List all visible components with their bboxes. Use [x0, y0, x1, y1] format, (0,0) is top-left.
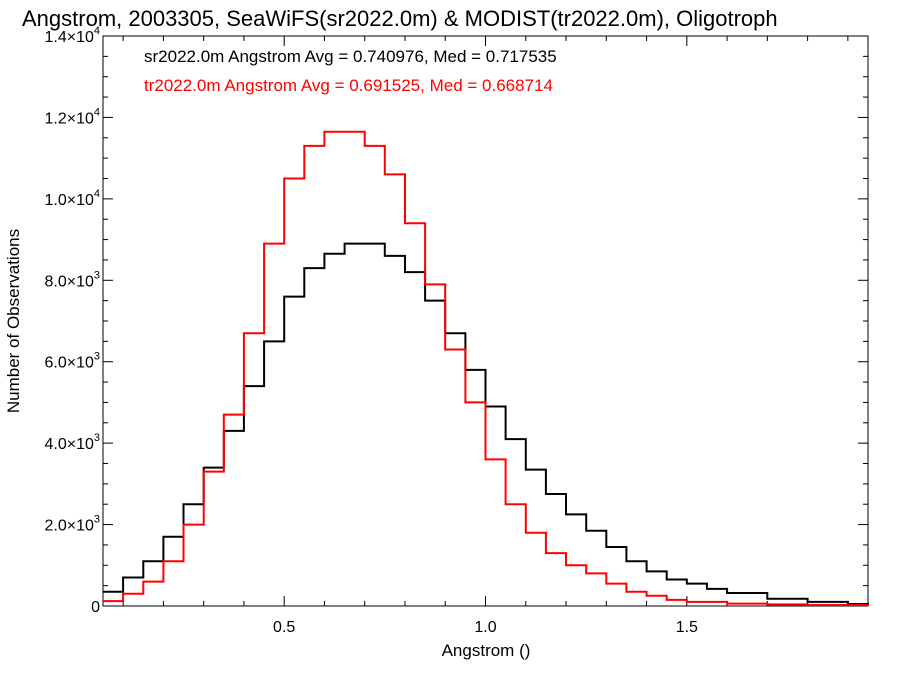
- y-axis-ticks: 0 2.0×103 4.0×103 6.0×103 8.0×103 1.0×104 1.2×…: [44, 25, 868, 616]
- y-tick-label: 0: [91, 599, 100, 616]
- legend-entry-sr2022: sr2022.0m Angstrom Avg = 0.740976, Med =…: [144, 47, 557, 66]
- x-tick-label: 1.0: [474, 619, 496, 636]
- plot-frame: [102, 35, 869, 607]
- series-line-tr20220m: [103, 130, 869, 606]
- x-tick-label: 1.5: [676, 619, 698, 636]
- y-tick-label: 1.0×104: [44, 188, 100, 209]
- y-tick-label: 1.2×104: [44, 106, 100, 127]
- y-tick-label: 2.0×103: [44, 514, 100, 535]
- x-axis-ticks: 0.5 1.0 1.5: [122, 36, 849, 636]
- y-tick-label: 4.0×103: [44, 432, 100, 453]
- y-tick-label: 6.0×103: [44, 351, 100, 372]
- chart-title: Angstrom, 2003305, SeaWiFS(sr2022.0m) & …: [22, 6, 778, 31]
- series-layer: [103, 130, 869, 606]
- x-axis-label: Angstrom (): [442, 641, 531, 660]
- x-tick-label: 0.5: [273, 619, 295, 636]
- y-axis-label: Number of Observations: [4, 229, 23, 413]
- y-tick-label: 8.0×103: [44, 269, 100, 290]
- y-tick-label: 1.4×104: [44, 25, 100, 46]
- legend-entry-tr2022: tr2022.0m Angstrom Avg = 0.691525, Med =…: [144, 76, 553, 95]
